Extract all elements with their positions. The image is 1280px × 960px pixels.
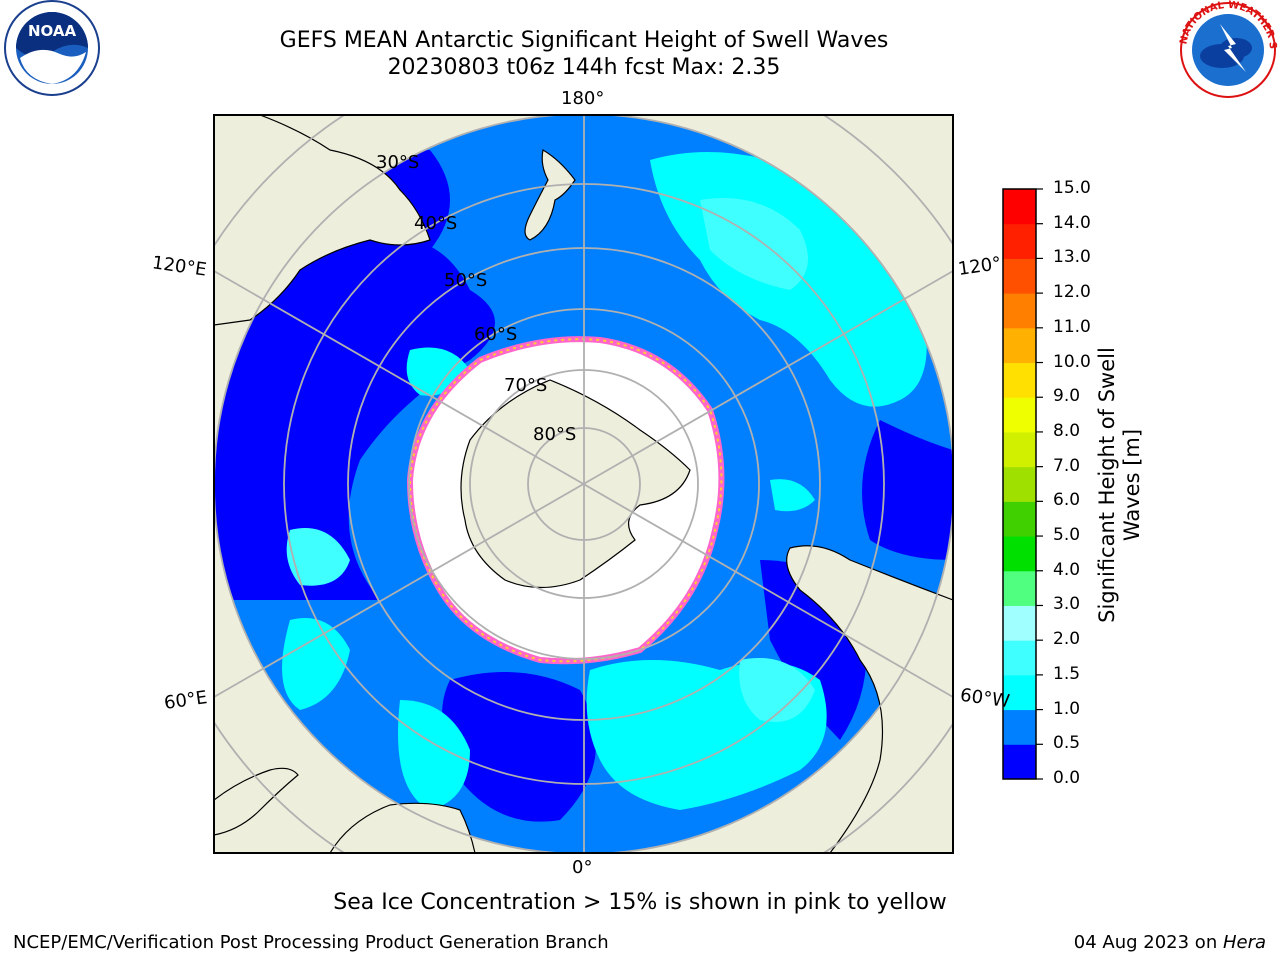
colorbar-tick-label: 1.5 xyxy=(1053,663,1081,684)
south-america xyxy=(786,545,953,853)
lon-label-180: 180° xyxy=(561,88,605,109)
colorbar-segment xyxy=(1003,397,1036,433)
colorbar-tick-label: 11.0 xyxy=(1053,316,1091,337)
colorbar-segment xyxy=(1003,674,1036,711)
footer-date: 04 Aug 2023 on Hera xyxy=(1074,932,1266,953)
chart-subtitle: 20230803 t06z 144h fcst Max: 2.35 xyxy=(387,55,781,80)
colorbar-segment xyxy=(1003,327,1036,364)
lat-label-30s: 30°S xyxy=(376,152,420,173)
noaa-logo-text: NOAA xyxy=(28,22,77,40)
nws-logo: NATIONAL WEATHER SERVICE xyxy=(1176,0,1278,98)
colorbar-frame xyxy=(1002,188,1037,780)
low-swell-region xyxy=(442,672,596,822)
colorbar-segment xyxy=(1003,640,1036,676)
high-swell-region xyxy=(398,700,470,810)
colorbar-tick-label: 8.0 xyxy=(1053,420,1081,441)
high-swell-region xyxy=(282,618,350,710)
colorbar-tick-label: 1.0 xyxy=(1053,698,1081,719)
high-swell-region xyxy=(770,479,815,512)
colorbar xyxy=(1003,188,1043,780)
low-swell-region xyxy=(862,420,953,560)
colorbar-title: Significant Height of Swell Waves [m] xyxy=(1095,347,1144,623)
sea-ice-caption: Sea Ice Concentration > 15% is shown in … xyxy=(333,890,947,915)
high-swell-region xyxy=(739,658,815,722)
colorbar-tick-label: 7.0 xyxy=(1053,455,1081,476)
lat-label-60s: 60°S xyxy=(474,324,518,345)
lat-label-80s: 80°S xyxy=(533,424,577,445)
colorbar-tick-label: 0.0 xyxy=(1053,768,1081,788)
colorbar-segment xyxy=(1003,293,1036,329)
australia-landmass xyxy=(214,115,431,326)
colorbar-segment xyxy=(1003,466,1036,502)
colorbar-tick-label: 4.0 xyxy=(1053,559,1081,580)
colorbar-segment xyxy=(1003,570,1036,606)
low-swell-region xyxy=(214,386,327,560)
colorbar-segment xyxy=(1003,501,1036,537)
colorbar-segment xyxy=(1003,605,1036,641)
colorbar-tick-label: 12.0 xyxy=(1053,282,1091,303)
colorbar-tick-label: 0.5 xyxy=(1053,733,1081,754)
colorbar-segment xyxy=(1003,709,1036,745)
high-swell-region xyxy=(286,528,350,586)
colorbar-tick-label: 13.0 xyxy=(1053,247,1091,268)
colorbar-tick-label: 2.0 xyxy=(1053,629,1081,650)
lon-label-0: 0° xyxy=(572,857,593,878)
graticule xyxy=(214,115,953,853)
africa-landmass xyxy=(329,802,476,853)
colorbar-tick-label: 3.0 xyxy=(1053,594,1081,615)
colorbar-tick-label: 15.0 xyxy=(1053,178,1091,198)
lat-label-40s: 40°S xyxy=(414,213,458,234)
colorbar-tick-label: 5.0 xyxy=(1053,525,1081,546)
colorbar-tick-label: 14.0 xyxy=(1053,212,1091,233)
colorbar-segment xyxy=(1003,223,1036,259)
map-frame xyxy=(213,114,954,854)
colorbar-tick-label: 9.0 xyxy=(1053,386,1081,407)
noaa-logo: NOAA xyxy=(4,0,100,96)
footer-host: Hera xyxy=(1222,932,1266,953)
colorbar-segment xyxy=(1003,431,1036,468)
footer-branch: NCEP/EMC/Verification Post Processing Pr… xyxy=(13,932,609,953)
lat-label-50s: 50°S xyxy=(444,270,488,291)
colorbar-segment xyxy=(1003,189,1036,225)
madagascar xyxy=(214,767,299,836)
chart-title: GEFS MEAN Antarctic Significant Height o… xyxy=(279,28,889,53)
colorbar-segment xyxy=(1003,536,1036,572)
lat-label-70s: 70°S xyxy=(504,375,548,396)
colorbar-tick-label: 6.0 xyxy=(1053,490,1081,511)
new-zealand xyxy=(524,149,576,241)
footer-date-text: 04 Aug 2023 on xyxy=(1073,932,1223,953)
colorbar-segment xyxy=(1003,258,1036,294)
colorbar-segment xyxy=(1003,744,1036,780)
colorbar-segment xyxy=(1003,362,1036,398)
colorbar-tick-label: 10.0 xyxy=(1053,351,1091,372)
